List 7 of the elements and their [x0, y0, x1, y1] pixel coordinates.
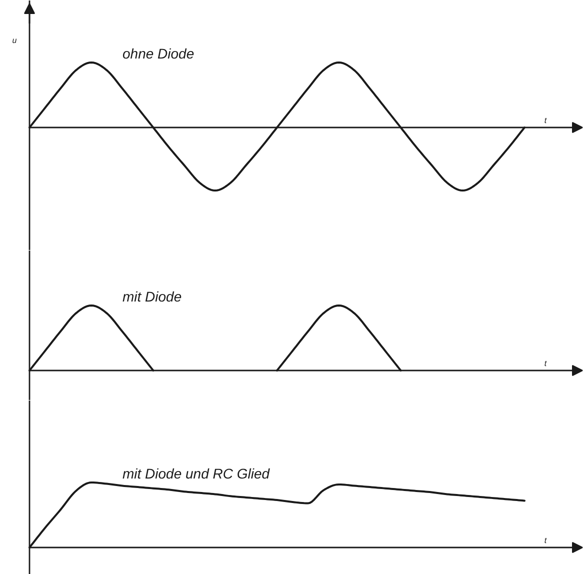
chart-title: ohne Diode — [122, 46, 194, 62]
y-axis-title: u — [12, 36, 18, 45]
x-axis-title: t — [544, 359, 548, 368]
chart-title: mit Diode und RC Glied — [122, 466, 271, 482]
chart-title: mit Diode — [122, 288, 182, 304]
x-axis-title: t — [544, 116, 548, 125]
x-axis-title: t — [544, 536, 548, 545]
